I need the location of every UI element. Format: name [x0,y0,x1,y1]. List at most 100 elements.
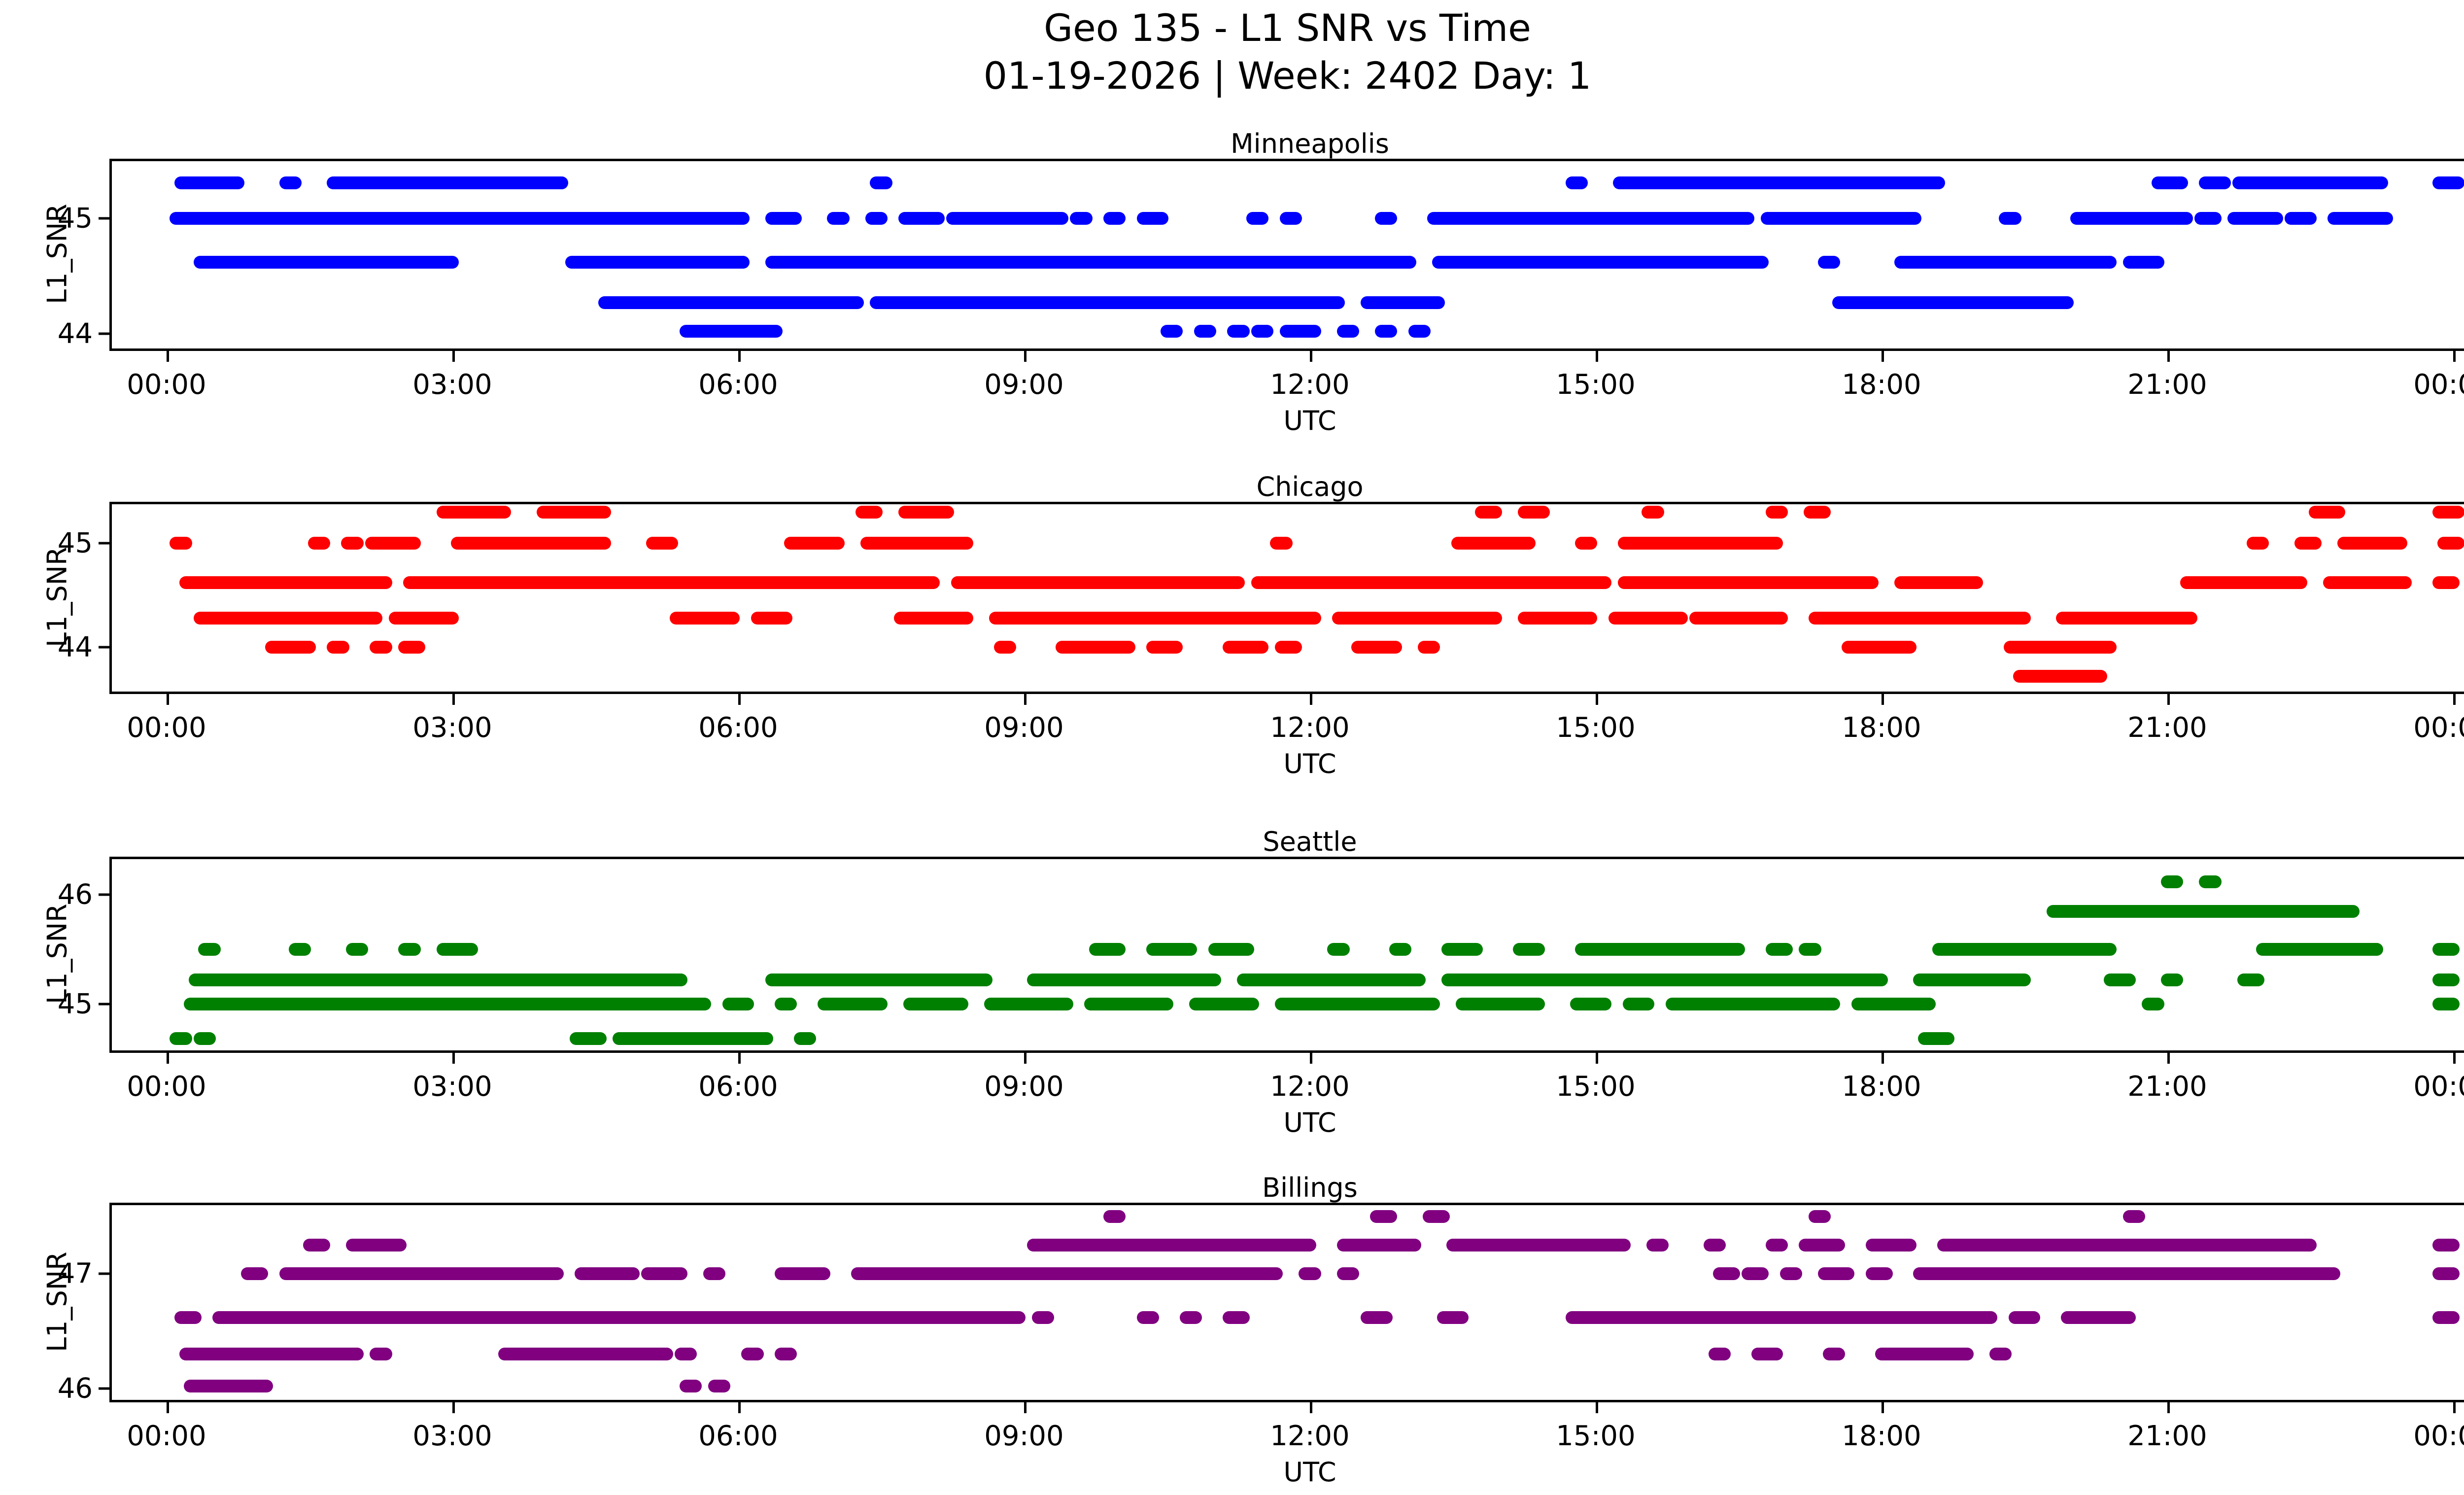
x-tick-mark [167,694,169,705]
scatter-run [1084,997,1173,1010]
x-tick-mark [2167,351,2170,362]
scatter-run [1742,1267,1769,1281]
x-tick-mark [1882,1402,1884,1413]
scatter-run [1336,1267,1359,1281]
y-tick-mark [99,1272,109,1275]
scatter-run [403,576,940,590]
scatter-run [1818,1267,1855,1281]
scatter-run [498,1348,673,1361]
scatter-run [1361,296,1445,309]
y-tick-mark [99,893,109,896]
axes-frame [109,159,2464,351]
scatter-run [1208,942,1255,956]
scatter-run [1894,576,1984,590]
scatter-run [1136,212,1169,225]
scatter-run [1222,641,1269,654]
scatter-run [1570,997,1612,1010]
scatter-run [870,176,892,190]
scatter-run [2004,641,2117,654]
scatter-run [2122,256,2164,269]
x-tick-label: 06:00 [698,1420,778,1452]
scatter-run [1146,942,1198,956]
scatter-run [2180,576,2307,590]
x-tick-label: 21:00 [2127,1420,2207,1452]
x-tick-mark [2453,694,2456,705]
scatter-run [1032,1311,1055,1324]
scatter-run [893,612,973,625]
scatter-run [170,537,192,550]
scatter-run [398,942,421,956]
scatter-run [241,1267,269,1281]
scatter-run [570,1032,607,1045]
scatter-run [2432,973,2460,986]
scatter-run [1336,1239,1421,1252]
scatter-run [679,1380,702,1393]
scatter-run [1375,325,1398,338]
y-axis-label: L1_SNR [41,904,73,1004]
scatter-run [1070,212,1093,225]
scatter-run [598,296,864,309]
scatter-run [898,212,945,225]
x-tick-label: 21:00 [2127,369,2207,401]
x-tick-mark [738,694,741,705]
scatter-run [1194,325,1216,338]
scatter-run [679,325,783,338]
scatter-run [1518,612,1598,625]
scatter-run [1251,325,1273,338]
scatter-run [1761,212,1921,225]
scatter-run [765,256,1416,269]
scatter-run [989,612,1321,625]
axes-frame [109,1203,2464,1402]
y-tick-mark [99,332,109,335]
scatter-run [436,506,512,519]
scatter-run [1236,973,1426,986]
scatter-run [1227,325,1250,338]
scatter-run [2104,973,2136,986]
x-tick-label: 03:00 [412,1071,492,1103]
y-tick-label: 46 [57,878,93,911]
scatter-run [1432,256,1769,269]
scatter-run [865,212,888,225]
y-tick-label: 44 [57,317,93,350]
scatter-run [2047,904,2360,918]
subplot-title: Seattle [1263,826,1357,857]
scatter-run [1103,212,1126,225]
scatter-run [193,1032,216,1045]
scatter-run [860,537,973,550]
scatter-run [2327,212,2393,225]
x-tick-label: 03:00 [412,369,492,401]
scatter-run [1136,1311,1159,1324]
scatter-run [784,537,845,550]
scatter-run [1894,256,2117,269]
scatter-run [303,1239,330,1252]
y-tick-mark [99,1003,109,1005]
scatter-run [1427,212,1755,225]
x-tick-mark [2453,1402,2456,1413]
x-tick-label: 18:00 [1842,1071,1921,1103]
scatter-run [2227,212,2284,225]
scatter-run [1518,506,1550,519]
scatter-run [870,296,1345,309]
x-tick-label: 00:00 [127,369,206,401]
x-tick-mark [1024,1402,1027,1413]
x-tick-mark [1596,351,1598,362]
x-tick-mark [2167,1402,2170,1413]
scatter-run [2194,212,2222,225]
scatter-run [2199,875,2222,888]
x-tick-mark [452,694,455,705]
scatter-run [289,942,311,956]
scatter-run [1999,212,2021,225]
subplot-chicago: Chicago 44 45 00:00 03:00 06:00 09:00 12:00 15:0… [42,471,2464,779]
scatter-run [1513,942,1545,956]
y-tick-label: 46 [57,1372,93,1405]
scatter-run [775,1348,797,1361]
scatter-run [1389,942,1412,956]
scatter-run [193,256,459,269]
scatter-run [1818,256,1841,269]
y-axis-label: L1_SNR [41,204,73,304]
scatter-run [1689,612,1788,625]
scatter-run [1613,176,1945,190]
x-tick-label: 00:00 [2413,369,2464,401]
scatter-run [1799,1239,1845,1252]
x-axis-label: UTC [1283,748,1336,779]
